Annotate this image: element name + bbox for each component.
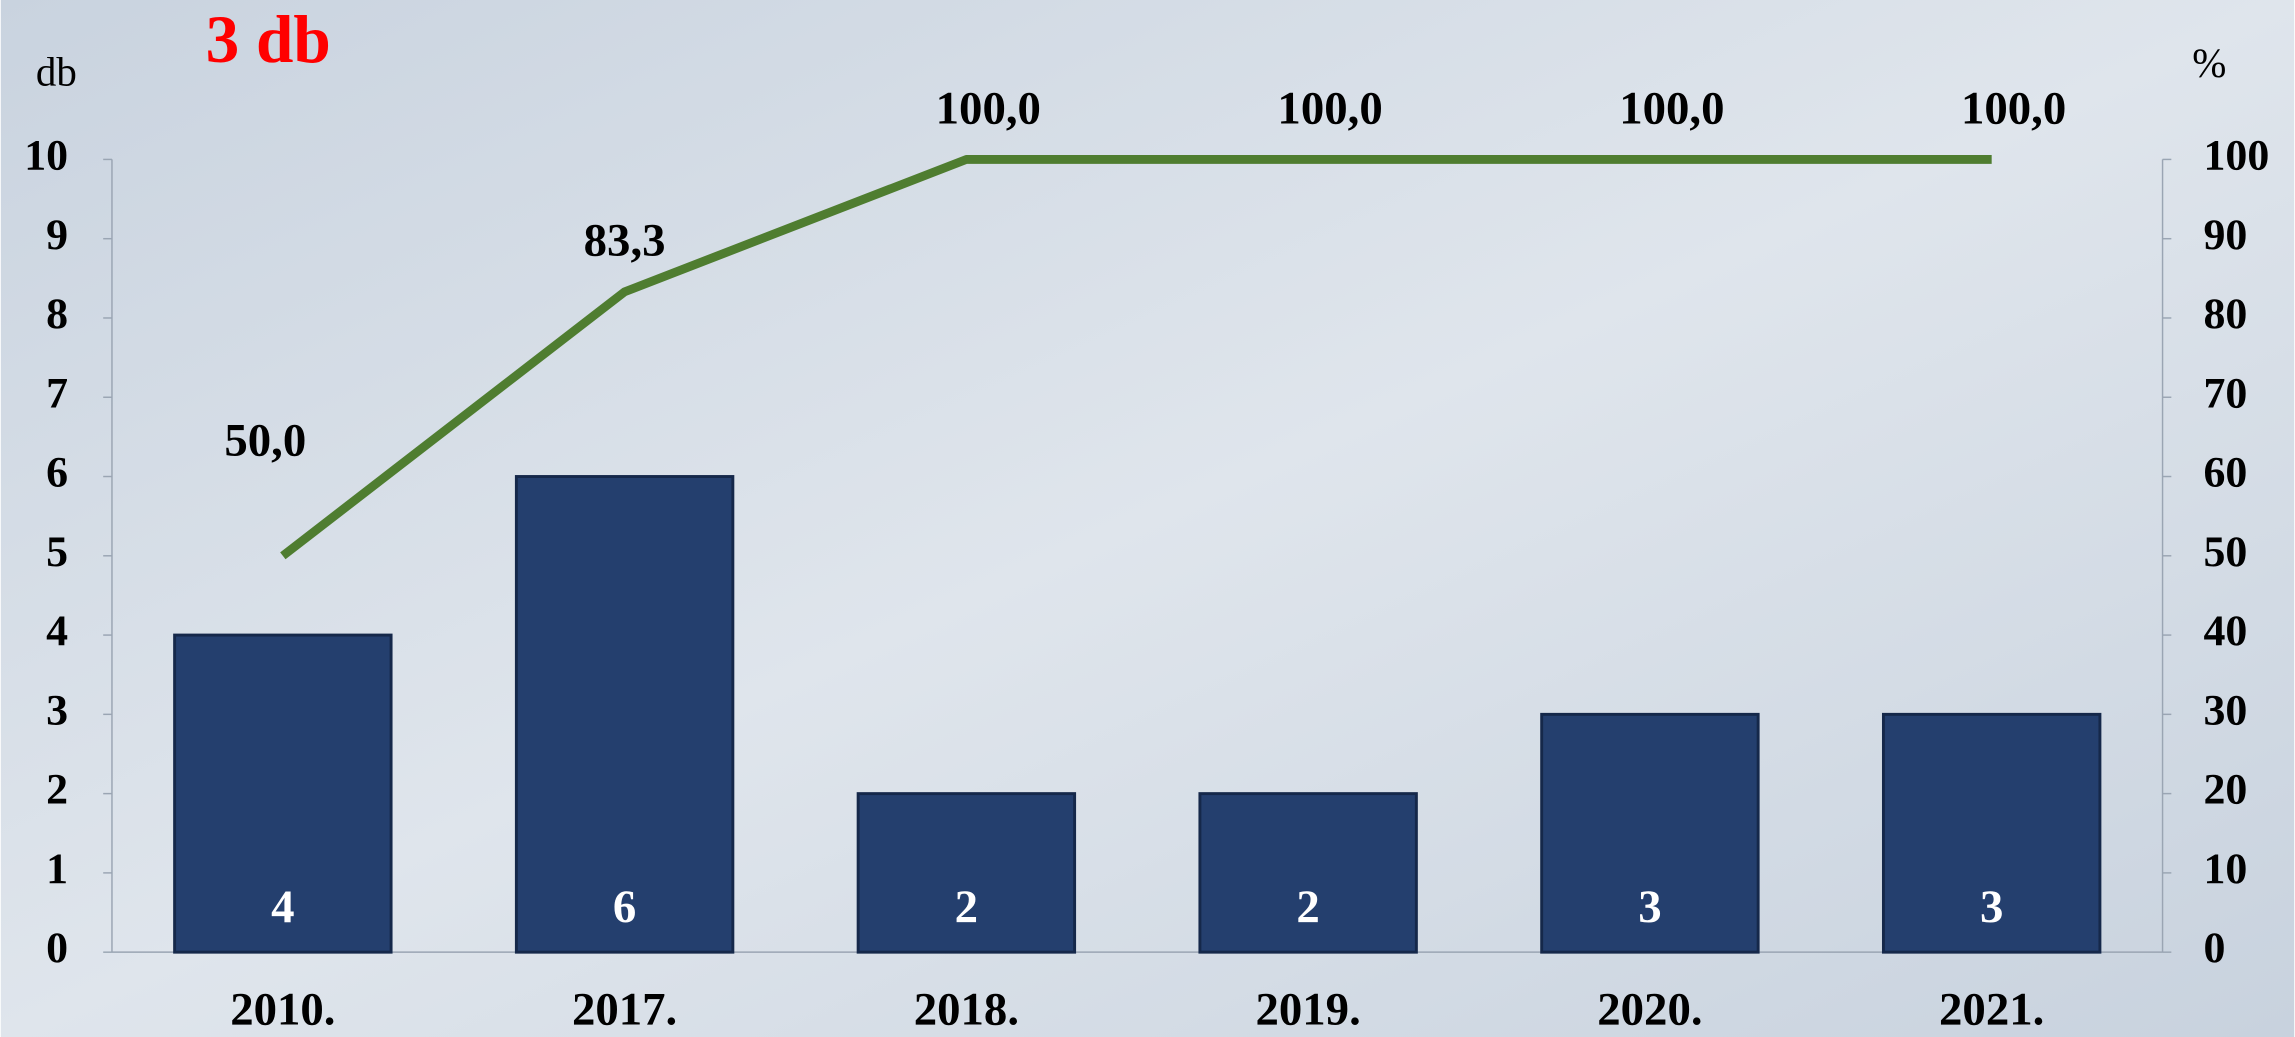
bar xyxy=(1881,712,2102,954)
y2-tick-label: 0 xyxy=(2204,924,2226,972)
x-tick-label: 2018. xyxy=(914,983,1019,1035)
line-label: 50,0 xyxy=(224,414,306,466)
line-label: 100,0 xyxy=(1961,82,2066,134)
y-tick-label: 3 xyxy=(46,686,68,734)
y-tick-label: 5 xyxy=(46,528,68,576)
x-tick-label: 2020. xyxy=(1597,983,1702,1035)
y-tick-label: 6 xyxy=(46,449,68,497)
y2-tick-label: 70 xyxy=(2204,369,2248,417)
y2-axis-label: % xyxy=(2192,41,2226,86)
y2-tick-label: 100 xyxy=(2204,131,2270,179)
bar-label: 2 xyxy=(955,881,978,933)
y2-tick-label: 40 xyxy=(2204,607,2248,655)
y-axis-label: db xyxy=(36,49,77,94)
y-tick-label: 8 xyxy=(46,290,68,338)
bar xyxy=(1198,792,1418,954)
y-tick-label: 7 xyxy=(46,369,68,417)
bar-label: 3 xyxy=(1638,881,1661,933)
line-label: 83,3 xyxy=(584,215,666,267)
chart-title: 3 db xyxy=(206,2,331,77)
line xyxy=(280,155,1992,560)
y2-tick-label: 80 xyxy=(2204,290,2248,338)
y-tick-label: 9 xyxy=(46,211,68,259)
y-tick-label: 0 xyxy=(46,924,68,972)
y-tick-label: 2 xyxy=(46,766,68,814)
line-label: 100,0 xyxy=(936,82,1041,134)
y2-tick-label: 10 xyxy=(2204,845,2248,893)
y-tick-label: 1 xyxy=(46,845,68,893)
y-tick-label: 10 xyxy=(24,131,68,179)
y-tick-label: 4 xyxy=(46,607,68,655)
bar-label: 3 xyxy=(1980,881,2003,933)
bar-label: 6 xyxy=(613,881,636,933)
y2-tick-label: 60 xyxy=(2204,449,2248,497)
bar xyxy=(856,792,1077,954)
bar-label: 2 xyxy=(1296,881,1319,933)
y2-tick-label: 20 xyxy=(2204,766,2248,814)
y2-tick-label: 90 xyxy=(2204,211,2248,259)
x-tick-label: 2019. xyxy=(1255,983,1360,1035)
line-label: 100,0 xyxy=(1619,82,1724,134)
x-tick-label: 2021. xyxy=(1939,983,2044,1035)
y2-tick-label: 30 xyxy=(2204,686,2248,734)
bar xyxy=(173,633,393,954)
bar xyxy=(514,475,735,954)
x-tick-label: 2017. xyxy=(572,983,677,1035)
bar xyxy=(1540,712,1760,954)
x-tick-label: 2010. xyxy=(230,983,335,1035)
bar-label: 4 xyxy=(271,881,294,933)
y2-tick-label: 50 xyxy=(2204,528,2248,576)
line-label: 100,0 xyxy=(1277,82,1382,134)
